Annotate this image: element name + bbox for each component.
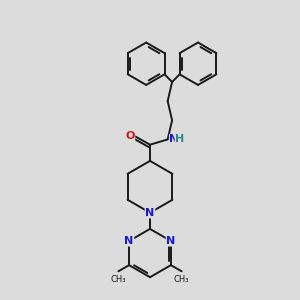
- Text: N: N: [146, 208, 154, 218]
- Text: N: N: [124, 236, 134, 246]
- Text: N: N: [169, 134, 178, 144]
- Text: N: N: [166, 236, 176, 246]
- Text: O: O: [125, 131, 135, 142]
- Text: CH₃: CH₃: [111, 275, 126, 284]
- Text: CH₃: CH₃: [174, 275, 189, 284]
- Text: H: H: [175, 134, 184, 144]
- Text: N: N: [146, 208, 154, 218]
